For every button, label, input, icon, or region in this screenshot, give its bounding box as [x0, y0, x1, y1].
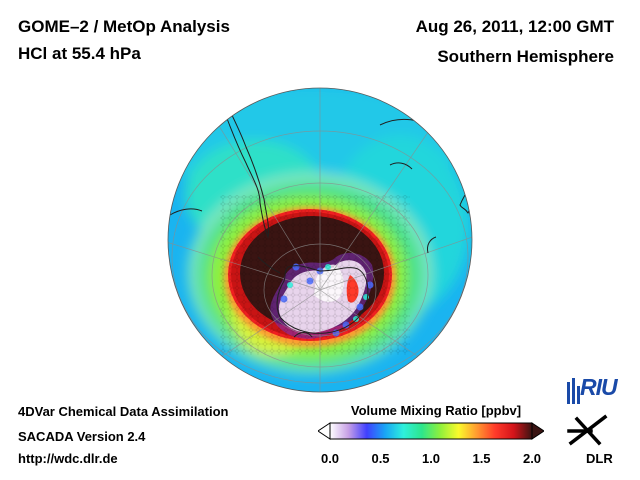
dlr-logo-text: DLR — [586, 451, 613, 466]
colorbar-title: Volume Mixing Ratio [ppbv] — [350, 403, 522, 418]
footer-line2: SACADA Version 2.4 — [18, 429, 146, 444]
colorbar-max-arrow — [531, 422, 544, 440]
colorbar-gradient — [329, 422, 533, 440]
colorbar-tick-3: 1.5 — [472, 451, 491, 466]
footer-line1: 4DVar Chemical Data Assimilation — [18, 404, 229, 419]
colorbar-tick-0: 0.0 — [320, 451, 340, 466]
riu-logo-text: RIU — [580, 374, 618, 400]
map-date: Aug 26, 2011, 12:00 GMT — [415, 17, 614, 36]
colorbar-min-arrow — [318, 422, 331, 440]
colorbar — [318, 422, 544, 440]
map-subtitle: HCl at 55.4 hPa — [18, 44, 141, 63]
footer-url: http://wdc.dlr.de — [18, 451, 118, 466]
map-title: GOME–2 / MetOp Analysis — [18, 17, 230, 36]
dlr-logo-icon — [567, 414, 608, 446]
colorbar-tick-1: 0.5 — [371, 451, 390, 466]
colorbar-tick-4: 2.0 — [522, 451, 542, 466]
globe-map — [167, 87, 473, 393]
riu-logo-icon — [567, 378, 580, 404]
map-hemisphere: Southern Hemisphere — [437, 47, 614, 66]
colorbar-tick-2: 1.0 — [421, 451, 441, 466]
